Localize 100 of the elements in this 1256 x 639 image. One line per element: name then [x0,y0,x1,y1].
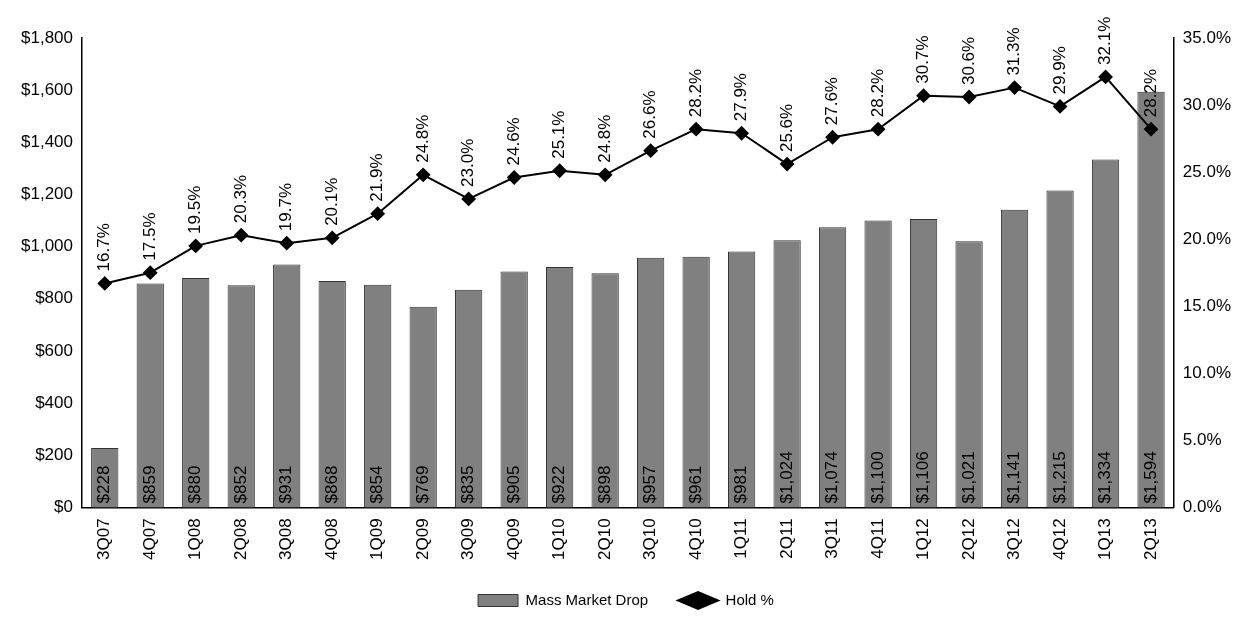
x-tick-label: 2Q11 [776,518,796,559]
point [825,130,840,145]
x-tick-label: 2Q09 [412,518,432,561]
x-tick-label: 3Q07 [94,518,114,561]
data-label: $931 [276,465,296,504]
data-label: 19.5% [185,185,205,234]
data-label: $961 [685,465,705,504]
point [1053,99,1068,114]
y-tick-label: $1,400 [21,132,73,151]
point [234,228,249,243]
point [143,265,158,280]
y2-tick-label: 0.0% [1182,497,1222,517]
data-label: 21.9% [367,153,387,202]
data-label: $905 [503,465,523,504]
data-label: 27.9% [731,73,751,122]
y2-tick-label: 10.0% [1182,362,1231,382]
point [916,88,931,103]
y-tick-label: $0 [54,497,73,517]
x-tick-label: 4Q09 [503,518,523,561]
data-label: $1,334 [1095,451,1115,504]
point [734,126,749,141]
data-label: 17.5% [139,212,159,261]
data-label: $1,594 [1140,451,1160,504]
point [643,143,658,158]
data-label: $957 [640,465,660,504]
point [780,157,795,172]
data-label: $854 [367,465,387,504]
data-label: 31.3% [1004,27,1024,76]
point [1144,122,1159,137]
data-label: $769 [412,465,432,504]
x-tick-label: 4Q08 [321,518,341,561]
data-label: 27.6% [822,77,842,126]
data-label: 24.6% [503,117,523,166]
x-tick-label: 3Q10 [640,518,660,561]
data-label: 30.6% [958,36,978,86]
point [279,236,294,251]
y-tick-label: $600 [35,340,73,360]
data-label: 24.8% [412,114,432,163]
data-label: $1,106 [913,451,933,504]
x-tick-label: 3Q11 [822,518,842,559]
data-label: $981 [731,465,751,504]
point [97,276,112,291]
x-tick-label: 2Q13 [1140,518,1160,561]
y-tick-label: $1,000 [21,236,73,256]
x-tick-label: 1Q10 [549,518,569,561]
point [962,90,977,105]
data-label: 29.9% [1049,46,1069,95]
data-label: $835 [458,465,478,504]
data-label: $1,021 [958,451,978,504]
point [552,163,567,178]
point [598,167,613,182]
y2-tick-label: 20.0% [1182,228,1231,248]
x-tick-label: 1Q09 [367,518,387,561]
data-label: $228 [94,465,114,504]
data-label: $1,074 [822,451,842,504]
data-label: 20.3% [230,174,250,224]
x-tick-label: 1Q11 [731,518,751,559]
data-label: $859 [139,465,159,504]
data-label: 30.7% [913,35,933,84]
point [325,230,340,245]
data-label: 28.2% [1140,69,1160,118]
data-label: 23.0% [458,138,478,187]
x-tick-label: 4Q07 [139,518,159,561]
y2-tick-label: 15.0% [1182,295,1231,315]
y2-tick-label: 25.0% [1182,161,1231,181]
data-label: 25.1% [549,110,569,159]
x-tick-label: 4Q11 [867,518,887,559]
point [1098,69,1113,84]
data-label: 28.2% [867,69,887,118]
data-label: 20.1% [321,177,341,226]
y2-tick-label: 5.0% [1182,430,1222,450]
y2-tick-label: 35.0% [1182,27,1231,47]
x-tick-label: 1Q12 [913,518,933,561]
data-label: $1,141 [1004,451,1024,504]
y-tick-label: $200 [35,444,73,464]
point [1007,80,1022,95]
data-label: 16.7% [94,223,114,272]
point [188,238,203,253]
x-tick-label: 1Q13 [1095,518,1115,561]
y-tick-label: $400 [35,392,73,412]
data-label: 25.6% [776,103,796,153]
x-tick-label: 4Q10 [685,518,705,561]
data-label: $1,100 [867,451,887,504]
point [461,191,476,206]
data-label: $1,024 [776,451,796,504]
data-label: 24.8% [594,114,614,163]
data-label: $880 [185,465,205,504]
data-label: $898 [594,465,614,504]
y-tick-label: $1,800 [21,27,73,47]
y-tick-label: $1,200 [21,184,73,204]
x-tick-label: 2Q10 [594,518,614,561]
y-tick-label: $1,600 [21,79,73,99]
data-label: $868 [321,465,341,504]
legend-label: Mass Market Drop [525,590,649,608]
data-label: 32.1% [1095,16,1115,65]
x-tick-label: 3Q09 [458,518,478,561]
x-tick-label: 3Q12 [1004,518,1024,561]
x-tick-label: 3Q08 [276,518,296,561]
point [507,170,522,185]
point [370,206,385,221]
